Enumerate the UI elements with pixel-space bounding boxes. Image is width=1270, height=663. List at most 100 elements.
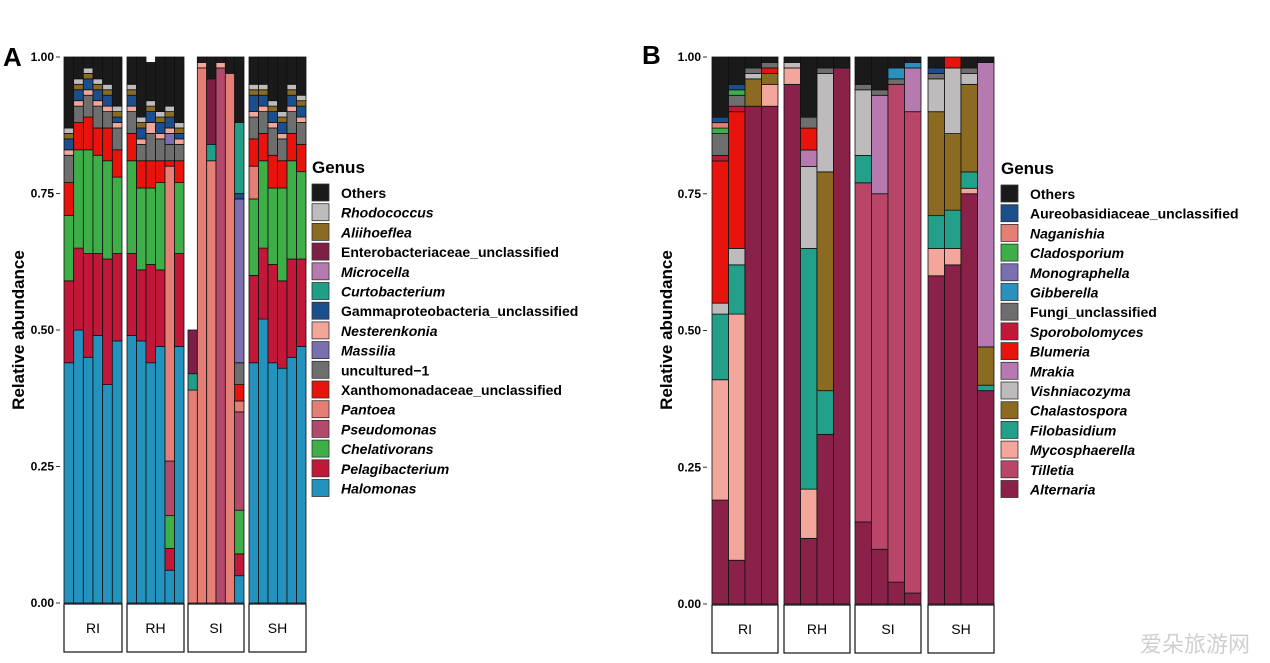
bar-segment: [267, 127, 278, 156]
legend-swatch: [311, 419, 330, 438]
legend-label: Naganishia: [1030, 225, 1105, 241]
bar-segment: [136, 56, 147, 118]
bar-segment: [145, 100, 156, 107]
bar-segment: [215, 67, 226, 604]
legend-swatch: [1000, 263, 1019, 282]
bar-segment: [783, 56, 801, 63]
bar-segment: [960, 83, 978, 173]
legend-swatch: [311, 479, 330, 497]
bar-segment: [854, 89, 872, 156]
bar-segment: [224, 72, 236, 604]
bar-segment: [744, 73, 762, 80]
bar-segment: [816, 390, 834, 435]
bar-segment: [63, 133, 75, 140]
legend-swatch: [1000, 204, 1019, 223]
bar-segment: [248, 56, 259, 85]
bar-segment: [145, 264, 156, 364]
watermark-text: 爱朵旅游网: [1140, 633, 1250, 658]
bar-segment: [111, 56, 123, 107]
bar-segment: [155, 269, 166, 347]
group-strip-box: [248, 603, 307, 653]
bar-segment: [63, 280, 75, 364]
legend-swatch: [311, 439, 330, 458]
legend-swatch: [1000, 420, 1019, 439]
legend-label: Nesterenkonia: [341, 323, 438, 339]
bar-segment: [887, 83, 905, 583]
bar-segment: [944, 56, 962, 69]
bar-segment: [92, 89, 104, 102]
bar-segment: [258, 83, 269, 91]
bar-segment: [155, 116, 166, 123]
bar-segment: [111, 116, 123, 123]
bar-segment: [111, 253, 123, 342]
bar-segment: [111, 105, 123, 112]
legend-swatch: [1000, 342, 1019, 361]
panel-b-group-strips: RI RH SI SH: [711, 604, 995, 654]
bar-segment: [174, 138, 185, 145]
bar-segment: [63, 154, 75, 183]
bar-segment: [73, 83, 84, 91]
bar-segment: [234, 362, 245, 386]
bar-segment: [73, 329, 84, 604]
bar-segment: [277, 187, 288, 282]
bar-segment: [267, 154, 278, 189]
bar-segment: [887, 56, 905, 69]
bar-segment: [887, 581, 905, 605]
legend-label: Monographella: [1030, 265, 1130, 281]
bar-segment: [63, 127, 75, 134]
group-label: RH: [145, 620, 165, 636]
bar-segment: [111, 111, 123, 118]
bar-segment: [744, 67, 762, 74]
panel-b-legend: Others Aureobasidiaceae_unclassified Nagan…: [1000, 184, 1239, 498]
panel-a-y-axis-title: Relative abundance: [9, 250, 28, 410]
bar-segment: [277, 160, 288, 189]
group-label: RI: [738, 621, 752, 637]
bar-segment: [63, 214, 75, 282]
bar-segment: [248, 198, 259, 276]
bar-segment: [904, 56, 922, 63]
bar-segment: [164, 105, 175, 112]
legend-swatch: [1000, 322, 1019, 341]
legend-label: Rhodococcus: [341, 205, 434, 221]
bar-segment: [904, 67, 922, 113]
bar-segment: [728, 105, 746, 113]
bar-segment: [761, 56, 779, 63]
bar-segment: [82, 89, 94, 96]
bar-segment: [102, 258, 113, 385]
bar-segment: [728, 89, 746, 96]
bar-segment: [286, 258, 297, 358]
bar-segment: [155, 133, 166, 140]
bar-segment: [155, 345, 166, 604]
bar-segment: [136, 340, 147, 604]
bar-segment: [854, 56, 872, 85]
bar-segment: [728, 313, 746, 561]
bar-segment: [234, 509, 245, 555]
panel-b-y-axis-title: Relative abundance: [657, 250, 676, 410]
bar-segment: [728, 264, 746, 315]
legend-swatch: [311, 360, 330, 379]
bar-segment: [92, 253, 104, 336]
legend-label: Xanthomonadaceae_unclassified: [341, 382, 562, 398]
bar-segment: [816, 434, 834, 605]
legend-label: Fungi_unclassified: [1030, 304, 1157, 320]
bar-segment: [711, 127, 729, 134]
bar-segment: [174, 160, 185, 183]
bar-segment: [277, 122, 288, 134]
bar-segment: [136, 187, 147, 271]
bar-segment: [73, 100, 84, 107]
bar-segment: [164, 548, 175, 571]
bar-segment: [155, 56, 166, 112]
bar-segment: [800, 248, 818, 490]
bar-segment: [164, 127, 175, 134]
bar-segment: [783, 83, 801, 605]
bar-segment: [871, 94, 889, 195]
bar-segment: [248, 83, 259, 91]
bar-segment: [944, 209, 962, 249]
bar-segment: [944, 133, 962, 211]
legend-label: Tilletia: [1030, 462, 1074, 478]
bar-segment: [164, 56, 175, 107]
bar-segment: [248, 94, 259, 113]
bar-segment: [248, 138, 259, 167]
legend-label: Gibberella: [1030, 285, 1099, 301]
